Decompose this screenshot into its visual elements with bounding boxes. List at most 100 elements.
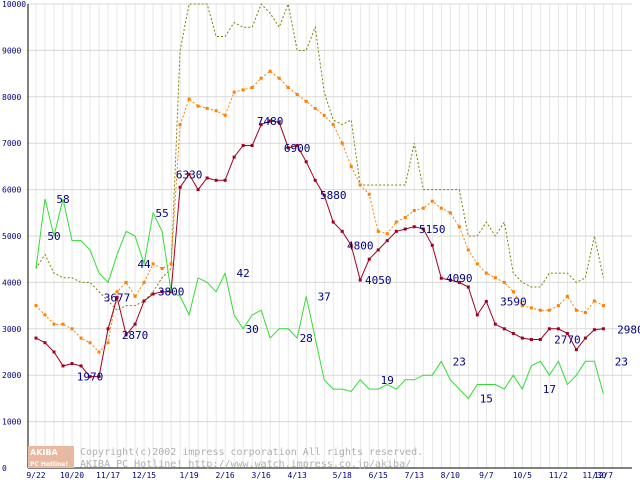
series-point-1	[349, 164, 353, 168]
series-point-2	[133, 322, 137, 326]
series-point-1	[421, 206, 425, 210]
data-label: 23	[615, 355, 628, 368]
series-point-1	[268, 69, 272, 73]
series-point-2	[403, 227, 407, 231]
x-tick-label: 4/13	[288, 471, 307, 480]
y-tick-label: 8000	[2, 93, 21, 102]
series-point-1	[295, 92, 299, 96]
series-point-1	[52, 322, 56, 326]
series-point-1	[403, 215, 407, 219]
series-point-1	[484, 271, 488, 275]
x-tick-label: 6/15	[369, 471, 388, 480]
x-tick-label: 11/17	[96, 471, 120, 480]
series-point-1	[448, 211, 452, 215]
series-point-2	[196, 188, 200, 192]
series-point-2	[88, 375, 92, 379]
series-point-2	[511, 331, 515, 335]
series-point-1	[250, 86, 254, 90]
series-point-1	[556, 304, 560, 308]
data-label: 6330	[176, 168, 203, 181]
series-point-2	[43, 341, 47, 345]
series-point-1	[115, 290, 119, 294]
series-point-2	[160, 290, 164, 294]
series-point-1	[592, 299, 596, 303]
series-point-1	[430, 199, 434, 203]
series-point-2	[529, 337, 533, 341]
series-point-1	[565, 294, 569, 298]
series-point-2	[484, 299, 488, 303]
series-point-2	[601, 327, 605, 331]
series-point-2	[115, 295, 119, 299]
series-point-2	[448, 278, 452, 282]
series-point-1	[466, 248, 470, 252]
series-point-1	[475, 262, 479, 266]
series-point-1	[583, 311, 587, 315]
series-point-1	[97, 350, 101, 354]
series-point-1	[43, 313, 47, 317]
series-point-2	[151, 292, 155, 296]
series-point-1	[340, 141, 344, 145]
series-point-1	[331, 123, 335, 127]
logo-bottom-text: PC Hotline!	[30, 461, 68, 468]
series-point-1	[205, 106, 209, 110]
series-line-1	[35, 70, 604, 353]
x-tick-label: 1/19	[179, 471, 198, 480]
series-point-1	[70, 327, 74, 331]
y-tick-label: 6000	[2, 186, 21, 195]
series-point-2	[331, 220, 335, 224]
grid-lines	[28, 3, 632, 469]
series-point-2	[439, 276, 443, 280]
series-point-2	[34, 336, 38, 340]
series-point-1	[493, 276, 497, 280]
data-labels: 58 50 3677 44 55 1970 2870 3800 6330 42 30 7480 6900…	[47, 115, 640, 405]
series-point-1	[223, 113, 227, 117]
data-label: 58	[56, 193, 69, 206]
series-point-2	[70, 362, 74, 366]
series-point-2	[241, 144, 245, 148]
data-label: 4050	[365, 274, 392, 287]
series-point-1	[313, 106, 317, 110]
series-point-2	[214, 178, 218, 182]
series-point-1	[142, 280, 146, 284]
series-point-1	[286, 86, 290, 90]
series-point-2	[556, 327, 560, 331]
series-point-1	[169, 262, 173, 266]
series-point-1	[187, 97, 191, 101]
x-tick-label: 10/20	[60, 471, 84, 480]
data-label: 30	[246, 323, 259, 336]
x-tick-label: 10/5	[513, 471, 532, 480]
series-point-2	[223, 178, 227, 182]
series-point-2	[520, 336, 524, 340]
series-point-2	[97, 375, 101, 379]
data-label: 2770	[554, 333, 581, 346]
x-tick-label: 12/15	[132, 471, 156, 480]
data-label: 5150	[419, 223, 446, 236]
y-tick-label: 7000	[2, 139, 21, 148]
series-point-1	[304, 99, 308, 103]
series-line-0	[35, 2, 604, 311]
data-label: 44	[137, 258, 151, 271]
series-point-1	[376, 229, 380, 233]
series-point-1	[214, 109, 218, 113]
series-point-2	[421, 227, 425, 231]
x-tick-label: 9/7	[479, 471, 494, 480]
series-point-2	[286, 146, 290, 150]
series-point-1	[34, 304, 38, 308]
data-label: 5880	[320, 189, 347, 202]
y-tick-label: 9000	[2, 46, 21, 55]
series-point-1	[151, 262, 155, 266]
series-point-2	[457, 280, 461, 284]
series-point-1	[259, 76, 263, 80]
series-point-1	[88, 341, 92, 345]
series-point-1	[502, 280, 506, 284]
data-label: 2870	[122, 329, 149, 342]
series-point-2	[178, 185, 182, 189]
series-point-1	[160, 266, 164, 270]
data-label: 55	[155, 207, 168, 220]
y-tick-label: 1000	[2, 418, 21, 427]
x-tick-label: 11/30	[582, 471, 606, 480]
data-label: 15	[480, 392, 493, 405]
series-point-1	[547, 308, 551, 312]
x-tick-label: 3/16	[252, 471, 271, 480]
x-tick-label: 9/22	[26, 471, 45, 480]
